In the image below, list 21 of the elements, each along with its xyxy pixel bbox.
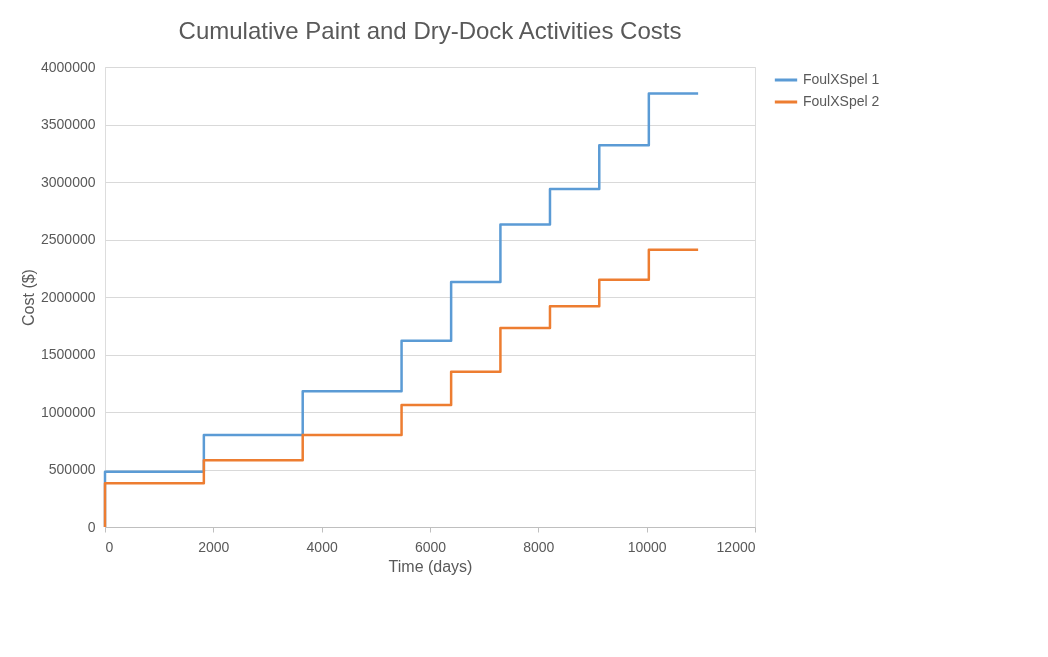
chart-title: Cumulative Paint and Dry-Dock Activities Costs bbox=[178, 17, 682, 44]
legend-label: FoulXSpel 2 bbox=[803, 93, 880, 109]
y-tick-label: 2000000 bbox=[40, 288, 96, 305]
y-tick-label: 1500000 bbox=[40, 346, 96, 362]
x-tick-label: 12000 bbox=[716, 538, 756, 555]
x-tick-label: 6000 bbox=[414, 538, 447, 555]
x-tick-label: 2000 bbox=[198, 538, 230, 555]
y-tick-label: 3500000 bbox=[40, 116, 96, 132]
x-tick-label: 10000 bbox=[627, 538, 667, 555]
x-tick-label: 8000 bbox=[523, 538, 555, 555]
y-tick-label: 4000000 bbox=[40, 58, 96, 75]
x-tick-label: 0 bbox=[105, 538, 114, 555]
y-tick-label: 500000 bbox=[48, 461, 96, 477]
legend-label: FoulXSpel 1 bbox=[803, 71, 880, 87]
y-axis-title: Cost ($) bbox=[20, 269, 37, 326]
y-tick-label: 1000000 bbox=[40, 403, 96, 420]
y-tick-label: 2500000 bbox=[40, 231, 96, 247]
x-axis-title: Time (days) bbox=[388, 557, 473, 575]
x-tick-label: 4000 bbox=[306, 538, 338, 555]
y-tick-label: 3000000 bbox=[40, 173, 96, 190]
y-tick-label: 0 bbox=[87, 518, 96, 535]
